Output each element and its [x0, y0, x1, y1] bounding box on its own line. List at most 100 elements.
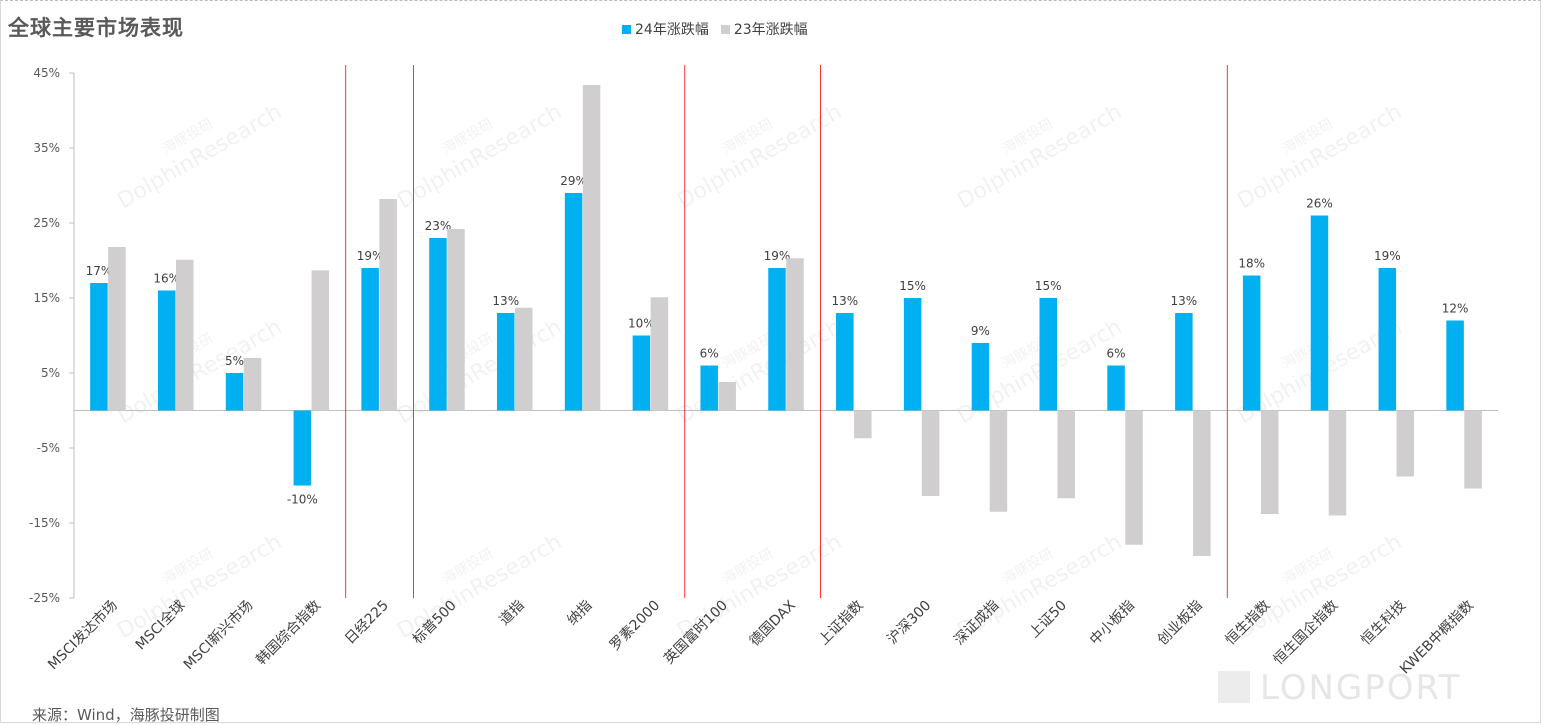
data-label-2024: -10% [287, 493, 318, 507]
category-label: 罗素2000 [607, 598, 663, 654]
bar-2024 [1310, 215, 1329, 411]
y-tick-label: 45% [33, 66, 60, 80]
legend-label-2024: 24年涨跌幅 [635, 22, 709, 38]
bar-2024 [90, 283, 108, 411]
data-label-2024: 5% [225, 354, 244, 368]
bar-2023 [582, 85, 601, 411]
legend-swatch-2024 [622, 24, 631, 34]
category-label: 日经225 [342, 598, 392, 648]
bar-2023 [379, 199, 397, 411]
bar-2023 [989, 410, 1008, 512]
legend-item-2024: 24年涨跌幅 [622, 19, 709, 39]
bar-2023 [447, 229, 465, 411]
bar-2024 [361, 268, 379, 411]
bar-2024 [768, 268, 786, 411]
legend-label-2023: 23年涨跌幅 [733, 22, 808, 38]
bar-2023 [1464, 410, 1482, 489]
category-label: 沪深300 [884, 598, 934, 648]
bar-2023 [175, 259, 194, 411]
brand-logo: LONGPORT [1218, 668, 1461, 708]
bar-2024 [1446, 320, 1464, 411]
category-label: 上证指数 [816, 598, 867, 649]
watermark-text-en: DolphinResearch [113, 100, 286, 214]
bar-2023 [786, 258, 804, 411]
data-label-2024: 15% [899, 279, 926, 293]
bar-2023 [515, 307, 533, 411]
data-label-2024: 17% [86, 264, 113, 278]
bar-2023 [854, 410, 872, 439]
bar-2024 [632, 335, 651, 411]
bar-2024 [1242, 275, 1261, 411]
chart-title: 全球主要市场表现 [8, 16, 184, 40]
brand-logo-text: LONGPORT [1260, 668, 1462, 708]
source-note: 来源：Wind，海豚投研制图 [32, 706, 220, 724]
y-tick-label: 5% [41, 366, 60, 380]
bar-2023 [1260, 410, 1279, 514]
category-label: 创业板指 [1155, 598, 1206, 649]
y-tick-label: -25% [29, 591, 60, 605]
data-label-2024: 10% [628, 317, 655, 331]
y-tick-label: 25% [33, 216, 60, 230]
bar-2024 [225, 373, 244, 411]
category-label: 英国富时100 [660, 597, 731, 668]
watermark-text-en: DolphinResearch [393, 100, 566, 214]
data-label-2024: 19% [764, 249, 791, 263]
bar-2024 [700, 365, 718, 411]
y-tick-label: 15% [33, 291, 60, 305]
watermark-text-en: DolphinResearch [953, 100, 1126, 214]
y-tick-label: -15% [29, 516, 60, 530]
data-label-2024: 29% [560, 174, 587, 188]
bar-2023 [311, 270, 330, 411]
data-label-2024: 12% [1442, 302, 1469, 316]
bar-2024 [1107, 365, 1125, 411]
bar-2024 [1175, 313, 1193, 411]
data-label-2024: 9% [971, 324, 990, 338]
bar-2023 [921, 410, 940, 496]
y-tick-label: -5% [37, 441, 60, 455]
data-label-2024: 18% [1238, 257, 1265, 271]
category-label: 道指 [496, 598, 527, 629]
legend-swatch-2023 [720, 24, 730, 34]
bar-2024 [836, 313, 854, 411]
category-label: 中小板指 [1087, 598, 1138, 649]
data-label-2024: 6% [1107, 347, 1126, 361]
bar-2023 [1057, 410, 1075, 499]
category-label: MSCI发达市场 [44, 597, 120, 673]
brand-logo-mark [1218, 671, 1250, 703]
data-label-2024: 16% [153, 272, 180, 286]
watermark-text-en: DolphinResearch [113, 530, 286, 644]
data-label-2024: 19% [1374, 249, 1401, 263]
bar-2023 [718, 382, 736, 411]
bar-2024 [971, 343, 990, 411]
data-label-2024: 15% [1035, 279, 1062, 293]
category-label: 韩国综合指数 [253, 598, 324, 669]
category-label: 恒生科技 [1358, 598, 1409, 649]
bar-2024 [497, 313, 515, 411]
data-label-2024: 6% [700, 347, 719, 361]
data-label-2024: 23% [425, 219, 452, 233]
bar-2024 [293, 410, 312, 486]
bar-2024 [429, 238, 447, 411]
chart-legend: 24年涨跌幅 23年涨跌幅 [622, 19, 808, 39]
y-tick-label: 35% [33, 141, 60, 155]
bar-2024 [1378, 268, 1397, 411]
legend-item-2023: 23年涨跌幅 [720, 19, 808, 39]
bar-2023 [650, 297, 669, 411]
category-label: KWEB中概指数 [1397, 598, 1477, 678]
bar-2024 [903, 298, 922, 411]
category-label: MSCI新兴市场 [180, 597, 256, 673]
watermark-text-en: DolphinResearch [393, 315, 566, 429]
